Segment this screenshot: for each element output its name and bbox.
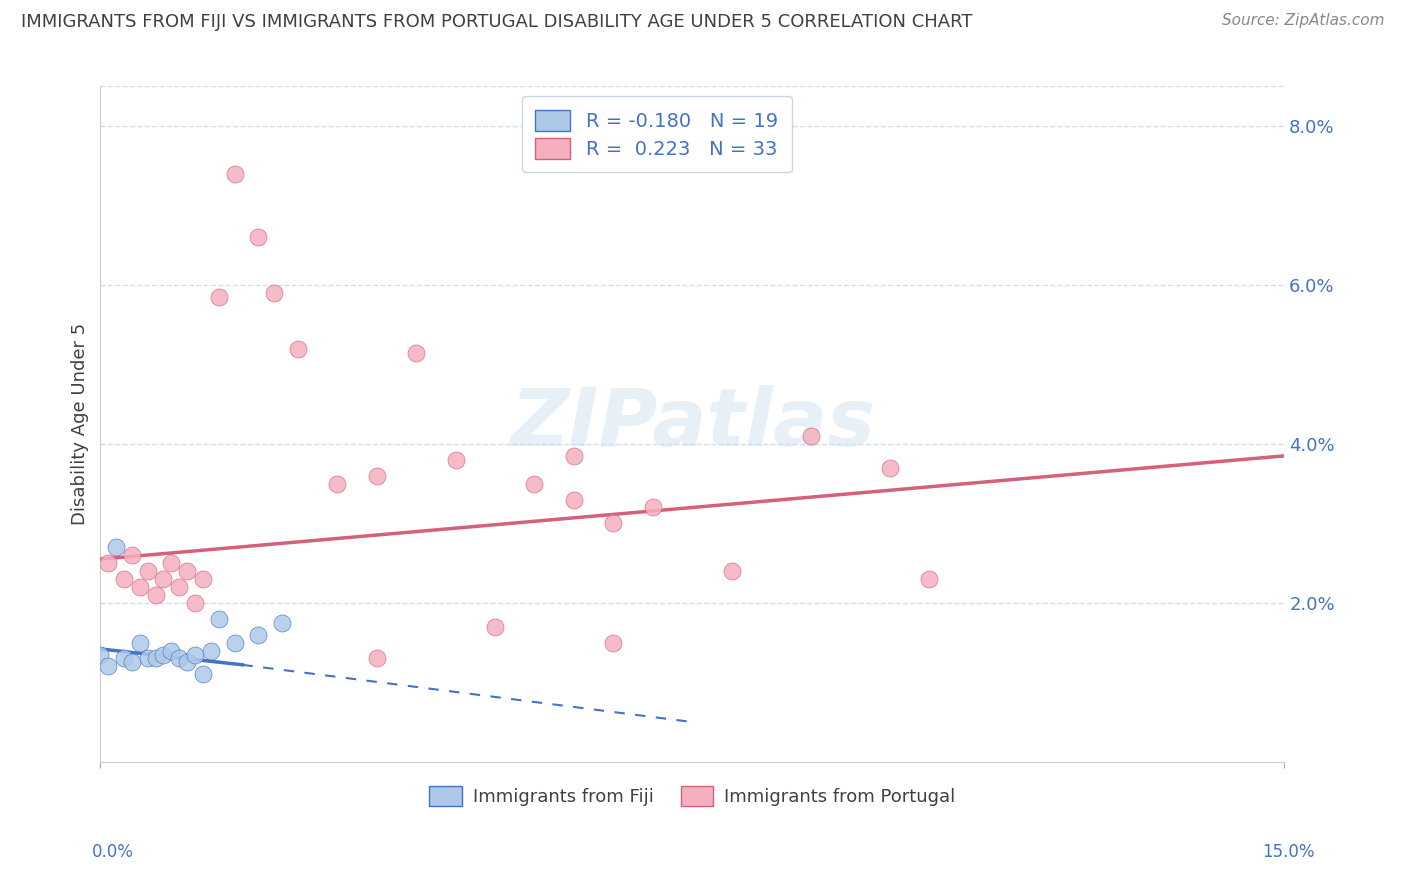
Point [602, 516, 624, 531]
Point [562, 492, 585, 507]
Point [800, 429, 823, 443]
Text: 15.0%: 15.0% [1263, 843, 1315, 861]
Point [128, 635, 150, 649]
Point [160, 643, 183, 657]
Point [128, 580, 150, 594]
Point [720, 564, 742, 578]
Point [224, 635, 246, 649]
Point [97, 659, 120, 673]
Y-axis label: Disability Age Under 5: Disability Age Under 5 [72, 323, 89, 525]
Point [879, 460, 901, 475]
Point [176, 564, 198, 578]
Point [112, 651, 135, 665]
Point [366, 468, 388, 483]
Point [89, 648, 111, 662]
Point [145, 651, 167, 665]
Point [169, 651, 191, 665]
Point [523, 476, 546, 491]
Point [602, 635, 624, 649]
Point [287, 342, 309, 356]
Point [191, 667, 214, 681]
Text: IMMIGRANTS FROM FIJI VS IMMIGRANTS FROM PORTUGAL DISABILITY AGE UNDER 5 CORRELAT: IMMIGRANTS FROM FIJI VS IMMIGRANTS FROM … [21, 13, 973, 31]
Point [184, 648, 207, 662]
Point [208, 612, 231, 626]
Legend: Immigrants from Fiji, Immigrants from Portugal: Immigrants from Fiji, Immigrants from Po… [422, 780, 963, 814]
Point [169, 580, 191, 594]
Point [247, 230, 270, 244]
Point [270, 615, 292, 630]
Point [200, 643, 222, 657]
Text: Source: ZipAtlas.com: Source: ZipAtlas.com [1222, 13, 1385, 29]
Point [121, 548, 143, 562]
Point [366, 651, 388, 665]
Point [176, 656, 198, 670]
Point [444, 452, 467, 467]
Point [160, 556, 183, 570]
Point [405, 345, 427, 359]
Point [224, 167, 246, 181]
Point [184, 596, 207, 610]
Point [136, 651, 159, 665]
Point [152, 648, 174, 662]
Point [121, 656, 143, 670]
Point [97, 556, 120, 570]
Point [208, 290, 231, 304]
Text: 0.0%: 0.0% [91, 843, 134, 861]
Point [641, 500, 664, 515]
Text: ZIPatlas: ZIPatlas [510, 385, 875, 463]
Point [105, 540, 128, 554]
Point [191, 572, 214, 586]
Point [326, 476, 349, 491]
Point [112, 572, 135, 586]
Point [263, 285, 285, 300]
Point [136, 564, 159, 578]
Point [145, 588, 167, 602]
Point [247, 627, 270, 641]
Point [484, 620, 506, 634]
Point [562, 449, 585, 463]
Point [152, 572, 174, 586]
Point [918, 572, 941, 586]
